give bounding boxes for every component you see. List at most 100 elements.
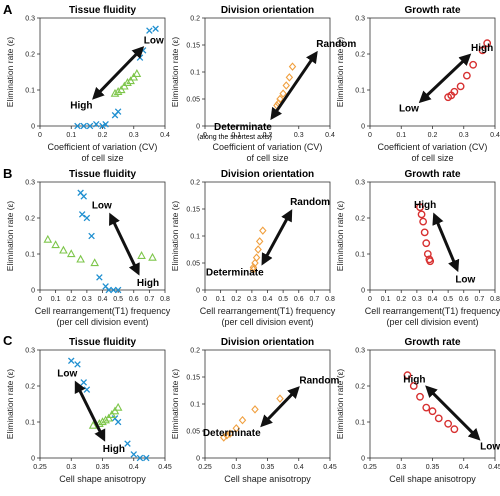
data-point-diamond	[254, 245, 262, 254]
x-tick-label: 0.3	[294, 132, 304, 139]
data-point-triangle	[76, 254, 85, 263]
x-axis-label: Cell rearrangement(T1) frequency	[35, 306, 171, 316]
x-tick-label: 0.1	[51, 296, 61, 303]
x-tick-label: 0.35	[426, 464, 440, 471]
arrow-label-head: High	[103, 444, 125, 455]
y-tick-label: 0.3	[355, 180, 365, 187]
data-point-diamond	[255, 237, 264, 246]
data-point-circle	[416, 203, 424, 212]
y-tick-label: 0.1	[190, 402, 200, 409]
plot-frame	[39, 349, 166, 459]
y-tick-label: 0.2	[25, 52, 35, 59]
x-tick-label: 0.4	[325, 132, 335, 139]
x-tick-label: 0.1	[216, 296, 226, 303]
trend-arrow	[432, 212, 460, 273]
arrow-label-head: Low	[144, 35, 164, 46]
data-point-cross	[74, 361, 81, 368]
data-point-cross	[114, 418, 122, 426]
x-tick-label: 0.4	[129, 464, 139, 471]
arrow-label-head: High	[471, 43, 493, 54]
y-tick-label: 0.05	[186, 261, 200, 268]
y-axis-label: Elimination rate (ε)	[335, 369, 345, 440]
x-tick-label: 0.1	[231, 132, 241, 139]
arrow-label-head: Random	[299, 375, 339, 386]
arrow-label-tail: High	[70, 100, 92, 111]
data-point-cross	[136, 454, 144, 462]
y-tick-label: 0	[196, 288, 200, 295]
x-tick-label: 0.3	[396, 464, 406, 471]
y-tick-label: 0.2	[355, 216, 365, 223]
x-tick-label: 0.8	[160, 296, 170, 303]
arrow-label-head: Random	[316, 39, 356, 50]
x-tick-label: 0.3	[247, 296, 257, 303]
chart-panel-6: Growth rate 0 0.1 0.2 0.3 0.4 0.5 0.6 0.7 0.8 0 0.1…	[335, 169, 500, 327]
chart-title: Tissue fluidity	[69, 5, 136, 16]
x-tick-label: 0.2	[396, 296, 406, 303]
trend-arrow	[425, 385, 481, 441]
x-axis-label: Coefficient of variation (CV)	[48, 142, 158, 152]
data-point-diamond	[238, 415, 247, 425]
plot-frame	[39, 181, 166, 291]
x-tick-label: 0.7	[475, 296, 485, 303]
x-axis-label: Cell rearrangement(T1) frequency	[200, 306, 336, 316]
plot-frame	[369, 349, 496, 459]
y-tick-label: 0.1	[355, 88, 365, 95]
y-tick-label: 0.05	[186, 97, 200, 104]
data-point-diamond	[232, 424, 240, 433]
data-point-circle	[420, 228, 429, 237]
x-tick-label: 0.45	[488, 464, 500, 471]
x-tick-label: 0.1	[396, 132, 406, 139]
data-point-cross	[83, 386, 91, 393]
y-tick-label: 0	[31, 288, 35, 295]
y-tick-label: 0	[361, 456, 365, 463]
data-point-cross	[102, 120, 109, 128]
arrow-label-tail: Determinate	[206, 268, 264, 279]
data-point-circle	[422, 239, 431, 248]
arrow-label-tail: Determinate	[214, 122, 272, 133]
arrow-label-tail: High	[414, 200, 436, 211]
data-point-cross	[114, 286, 122, 294]
y-axis-label: Elimination rate (ε)	[335, 201, 345, 272]
data-point-triangle	[137, 251, 146, 259]
y-tick-label: 0.3	[25, 180, 35, 187]
x-axis-label-line2: (per cell division event)	[56, 317, 148, 327]
x-tick-label: 0.7	[310, 296, 320, 303]
y-tick-label: 0.2	[25, 384, 35, 391]
x-tick-label: 0.5	[278, 296, 288, 303]
y-tick-label: 0	[361, 124, 365, 131]
x-tick-label: 0.1	[381, 296, 391, 303]
data-point-circle	[483, 39, 492, 48]
chart-title: Division orientation	[221, 337, 314, 348]
row-label-c: C	[3, 333, 13, 348]
x-tick-label: 0.6	[459, 296, 469, 303]
x-axis-label-line2: (per cell division event)	[386, 317, 478, 327]
data-point-cross	[114, 108, 122, 115]
chart-panel-1: Tissue fluidity 0 0.1 0.2 0.3 0.4 0 0.1 0.2 0.3 Co…	[5, 5, 170, 163]
y-axis-label: Elimination rate (ε)	[5, 369, 15, 440]
data-point-circle	[450, 425, 459, 434]
y-tick-label: 0.1	[25, 88, 35, 95]
x-tick-label: 0.6	[294, 296, 304, 303]
arrow-label-head: Random	[290, 197, 330, 208]
y-tick-label: 0	[361, 288, 365, 295]
data-point-cross	[80, 122, 88, 130]
row-label-a: A	[3, 2, 13, 17]
x-tick-label: 0.6	[129, 296, 139, 303]
x-tick-label: 0.3	[231, 464, 241, 471]
x-axis-label-line2: of cell size	[246, 153, 288, 163]
plot-frame	[204, 17, 331, 127]
data-point-diamond	[251, 405, 259, 414]
trend-arrow	[270, 50, 318, 121]
data-point-triangle	[113, 402, 123, 411]
data-point-circle	[444, 419, 453, 428]
trend-arrow	[418, 53, 472, 104]
data-point-circle	[456, 82, 465, 91]
data-point-diamond	[220, 433, 228, 442]
x-tick-label: 0	[368, 296, 372, 303]
data-point-diamond	[252, 253, 261, 262]
x-tick-label: 0.35	[96, 464, 110, 471]
data-point-cross	[130, 451, 138, 458]
x-tick-label: 0.8	[325, 296, 335, 303]
data-point-circle	[469, 60, 478, 69]
trend-arrow	[74, 380, 106, 442]
